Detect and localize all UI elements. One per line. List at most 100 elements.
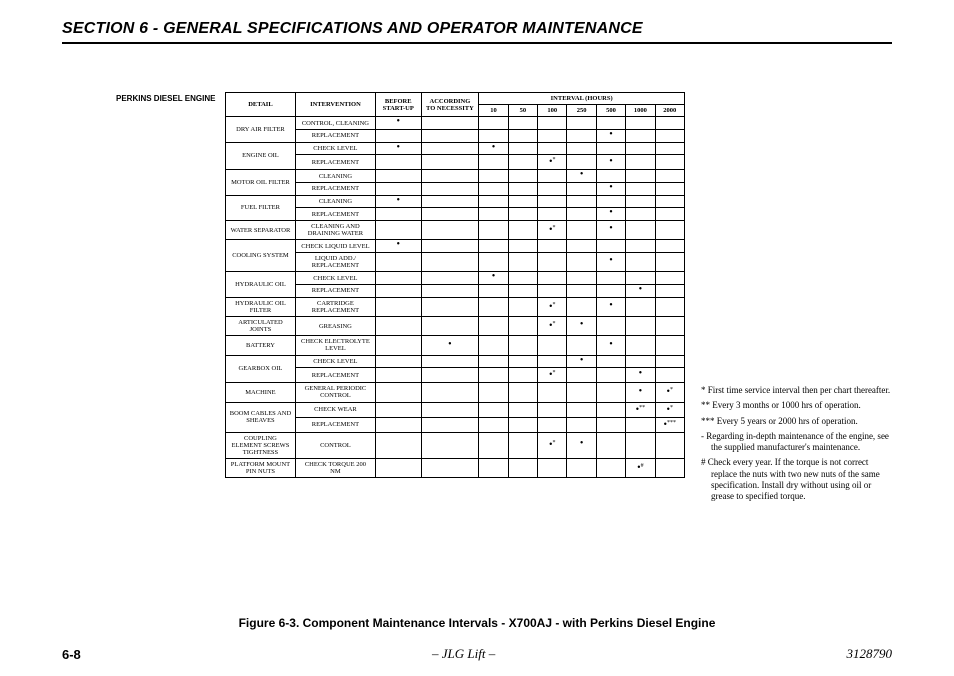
hour-cell (626, 336, 655, 355)
before-cell (375, 336, 421, 355)
th-h1000: 1000 (626, 105, 655, 117)
hour-cell (538, 142, 567, 155)
detail-cell: PLATFORM MOUNT PIN NUTS (226, 459, 296, 478)
hour-cell: • (596, 129, 625, 142)
hour-cell (655, 117, 684, 130)
intervention-cell: REPLACEMENT (295, 285, 375, 298)
hour-cell (479, 208, 508, 221)
hour-cell: •*** (655, 417, 684, 432)
note-5: # Check every year. If the torque is not… (695, 457, 895, 502)
hour-cell (626, 221, 655, 240)
hour-cell: • (596, 297, 625, 316)
hour-cell (538, 402, 567, 417)
according-cell (421, 170, 479, 183)
hour-cell (508, 183, 537, 196)
hour-cell: •* (538, 368, 567, 383)
intervention-cell: CONTROL, CLEANING (295, 117, 375, 130)
table-row: WATER SEPARATORCLEANING AND DRAINING WAT… (226, 221, 685, 240)
intervention-cell: CLEANING (295, 170, 375, 183)
hour-cell (655, 459, 684, 478)
hour-cell: • (596, 155, 625, 170)
table-row: COUPLING ELEMENT SCREWS TIGHTNESSCONTROL… (226, 432, 685, 458)
according-cell (421, 253, 479, 272)
hour-cell: • (479, 142, 508, 155)
table-row: BATTERYCHECK ELECTROLYTE LEVEL•• (226, 336, 685, 355)
hour-cell (655, 208, 684, 221)
hour-cell: • (626, 383, 655, 402)
intervention-cell: CHECK TORQUE 200 Nm (295, 459, 375, 478)
hour-cell (626, 129, 655, 142)
hour-cell (508, 195, 537, 208)
hour-cell (479, 297, 508, 316)
intervention-cell: CHECK LEVEL (295, 272, 375, 285)
hour-cell (655, 221, 684, 240)
hour-cell (626, 117, 655, 130)
intervention-cell: GENERAL PERIODIC CONTROL (295, 383, 375, 402)
hour-cell (479, 383, 508, 402)
hour-cell: •* (538, 317, 567, 336)
hour-cell (479, 317, 508, 336)
hour-cell (567, 459, 596, 478)
intervention-cell: CHECK LIQUID LEVEL (295, 240, 375, 253)
hour-cell (596, 402, 625, 417)
hour-cell: • (567, 432, 596, 458)
hour-cell (596, 417, 625, 432)
hour-cell (538, 208, 567, 221)
hour-cell (596, 355, 625, 368)
hour-cell (626, 297, 655, 316)
hour-cell (655, 317, 684, 336)
hour-cell (626, 317, 655, 336)
hour-cell (596, 240, 625, 253)
table-head: DETAIL INTERVENTION BEFORE START-UP ACCO… (226, 93, 685, 117)
hour-cell (567, 285, 596, 298)
according-cell (421, 285, 479, 298)
hour-cell (626, 253, 655, 272)
before-cell: • (375, 240, 421, 253)
hour-cell (567, 142, 596, 155)
hour-cell (508, 402, 537, 417)
according-cell (421, 368, 479, 383)
hour-cell (479, 285, 508, 298)
hour-cell (508, 272, 537, 285)
hour-cell (655, 142, 684, 155)
intervention-cell: CHECK ELECTROLYTE LEVEL (295, 336, 375, 355)
before-cell (375, 459, 421, 478)
according-cell (421, 129, 479, 142)
hour-cell (567, 195, 596, 208)
hour-cell (596, 459, 625, 478)
intervention-cell: CONTROL (295, 432, 375, 458)
hour-cell (508, 221, 537, 240)
according-cell (421, 297, 479, 316)
hour-cell (626, 195, 655, 208)
hour-cell (655, 183, 684, 196)
hour-cell (538, 195, 567, 208)
hour-cell (479, 336, 508, 355)
according-cell (421, 195, 479, 208)
hour-cell (508, 208, 537, 221)
before-cell (375, 317, 421, 336)
hour-cell (538, 417, 567, 432)
hour-cell (538, 170, 567, 183)
according-cell: • (421, 336, 479, 355)
intervention-cell: CLEANING (295, 195, 375, 208)
hour-cell (626, 142, 655, 155)
hour-cell (655, 240, 684, 253)
intervention-cell: REPLACEMENT (295, 368, 375, 383)
before-cell (375, 368, 421, 383)
according-cell (421, 355, 479, 368)
according-cell (421, 459, 479, 478)
hour-cell (596, 272, 625, 285)
hour-cell (655, 297, 684, 316)
hour-cell (479, 195, 508, 208)
hour-cell (655, 129, 684, 142)
hour-cell (596, 285, 625, 298)
hour-cell (538, 272, 567, 285)
hour-cell: •* (538, 155, 567, 170)
hour-cell (655, 432, 684, 458)
detail-cell: FUEL FILTER (226, 195, 296, 220)
note-2: ** Every 3 months or 1000 hrs of operati… (695, 400, 895, 411)
hour-cell: •* (655, 383, 684, 402)
before-cell (375, 402, 421, 417)
detail-cell: BOOM CABLES AND SHEAVES (226, 402, 296, 432)
hour-cell (538, 117, 567, 130)
